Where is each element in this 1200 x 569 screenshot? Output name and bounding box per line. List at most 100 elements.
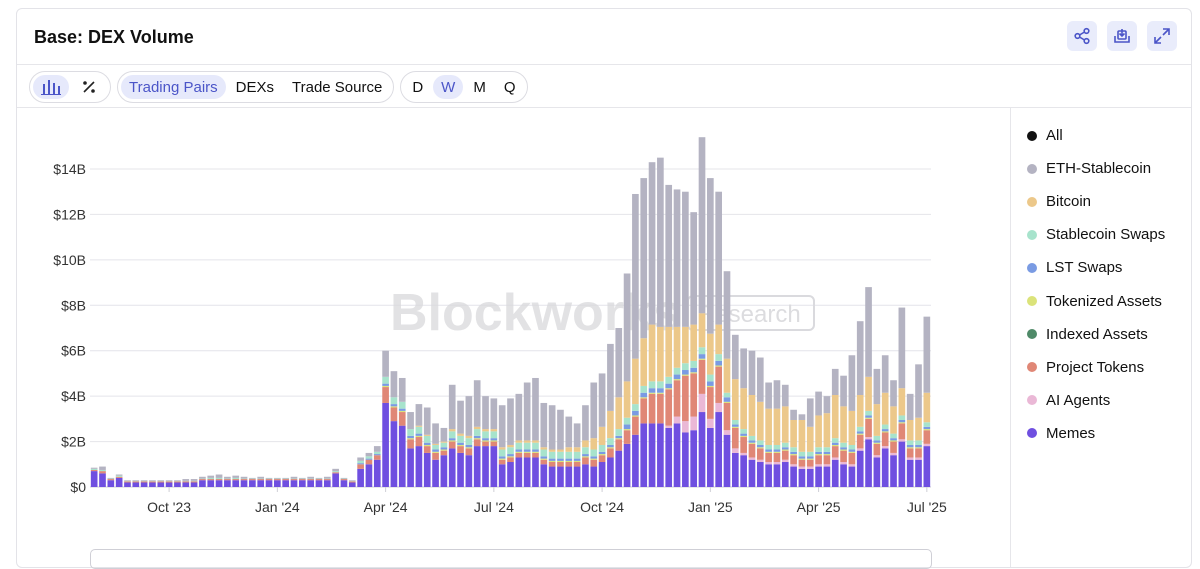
bar-segment-ai-agents[interactable] xyxy=(865,437,872,439)
bar-segment-eth-stablecoin[interactable] xyxy=(924,317,931,393)
bar-segment-ai-agents[interactable] xyxy=(690,417,697,431)
bar-segment-lst-swaps[interactable] xyxy=(707,381,714,386)
bar-segment-stablecoin-swaps[interactable] xyxy=(740,429,747,434)
bar-segment-eth-stablecoin[interactable] xyxy=(366,453,373,456)
bar-segment-ai-agents[interactable] xyxy=(882,446,889,448)
bar-segment-eth-stablecoin[interactable] xyxy=(266,478,273,479)
bar-segment-tokenized-assets[interactable] xyxy=(807,459,814,460)
bar-segment-project-tokens[interactable] xyxy=(715,367,722,403)
bar-segment-eth-stablecoin[interactable] xyxy=(599,373,606,426)
bar-segment-bitcoin[interactable] xyxy=(732,379,739,420)
bar-segment-bitcoin[interactable] xyxy=(749,395,756,436)
bar-segment-memes[interactable] xyxy=(524,457,531,487)
bar-segment-project-tokens[interactable] xyxy=(824,455,831,464)
bar-segment-eth-stablecoin[interactable] xyxy=(274,478,281,479)
bar-segment-project-tokens[interactable] xyxy=(882,432,889,446)
bar-segment-bitcoin[interactable] xyxy=(807,427,814,452)
bar-segment-bitcoin[interactable] xyxy=(799,420,806,452)
bar-segment-stablecoin-swaps[interactable] xyxy=(832,438,839,443)
bar-segment-ai-agents[interactable] xyxy=(874,455,881,457)
bar-segment-stablecoin-swaps[interactable] xyxy=(724,393,731,398)
bar-segment-eth-stablecoin[interactable] xyxy=(890,380,897,406)
bar-segment-project-tokens[interactable] xyxy=(174,481,181,482)
bar-segment-lst-swaps[interactable] xyxy=(665,384,672,389)
bar-segment-bitcoin[interactable] xyxy=(707,334,714,375)
bar-segment-eth-stablecoin[interactable] xyxy=(124,480,131,481)
bar-segment-project-tokens[interactable] xyxy=(99,471,106,473)
bar-segment-eth-stablecoin[interactable] xyxy=(707,178,714,334)
bar-segment-tokenized-assets[interactable] xyxy=(599,454,606,455)
bar-segment-ai-agents[interactable] xyxy=(740,453,747,455)
bar-segment-project-tokens[interactable] xyxy=(782,451,789,460)
bar-segment-eth-stablecoin[interactable] xyxy=(349,480,356,481)
bar-segment-memes[interactable] xyxy=(507,462,514,487)
bar-segment-memes[interactable] xyxy=(599,462,606,487)
legend-item-stablecoin-swaps[interactable]: Stablecoin Swaps xyxy=(1027,218,1165,251)
bar-segment-eth-stablecoin[interactable] xyxy=(815,392,822,416)
bar-segment-project-tokens[interactable] xyxy=(432,453,439,460)
bar-segment-memes[interactable] xyxy=(341,480,348,487)
bar-segment-eth-stablecoin[interactable] xyxy=(790,410,797,420)
bar-segment-tokenized-assets[interactable] xyxy=(657,393,664,394)
bar-segment-eth-stablecoin[interactable] xyxy=(874,369,881,404)
bar-segment-memes[interactable] xyxy=(565,467,572,487)
bar-segment-ai-agents[interactable] xyxy=(724,430,731,435)
bar-segment-eth-stablecoin[interactable] xyxy=(732,335,739,379)
bar-segment-ai-agents[interactable] xyxy=(849,464,856,466)
bar-segment-stablecoin-swaps[interactable] xyxy=(516,443,523,450)
bar-segment-memes[interactable] xyxy=(707,428,714,487)
bar-segment-stablecoin-swaps[interactable] xyxy=(99,470,106,471)
bar-segment-eth-stablecoin[interactable] xyxy=(291,477,298,479)
bar-segment-ai-agents[interactable] xyxy=(799,467,806,469)
bar-segment-memes[interactable] xyxy=(757,462,764,487)
legend-item-project-tokens[interactable]: Project Tokens xyxy=(1027,351,1165,384)
bar-segment-lst-swaps[interactable] xyxy=(824,452,831,454)
bar-segment-tokenized-assets[interactable] xyxy=(882,431,889,432)
bar-segment-bitcoin[interactable] xyxy=(674,327,681,368)
bar-segment-lst-swaps[interactable] xyxy=(416,434,423,436)
legend-item-eth-stablecoin[interactable]: ETH-Stablecoin xyxy=(1027,152,1165,185)
bar-segment-bitcoin[interactable] xyxy=(416,426,423,427)
bar-segment-tokenized-assets[interactable] xyxy=(640,397,647,398)
bar-segment-stablecoin-swaps[interactable] xyxy=(774,445,781,450)
bar-segment-lst-swaps[interactable] xyxy=(424,443,431,445)
bar-segment-bitcoin[interactable] xyxy=(457,434,464,436)
bar-segment-stablecoin-swaps[interactable] xyxy=(574,452,581,459)
bar-segment-project-tokens[interactable] xyxy=(557,462,564,467)
bar-segment-stablecoin-swaps[interactable] xyxy=(907,440,914,445)
bar-segment-ai-agents[interactable] xyxy=(907,457,914,459)
bar-segment-project-tokens[interactable] xyxy=(524,453,531,458)
bar-segment-eth-stablecoin[interactable] xyxy=(665,185,672,327)
bar-segment-stablecoin-swaps[interactable] xyxy=(557,452,564,459)
bar-segment-tokenized-assets[interactable] xyxy=(565,461,572,462)
bar-segment-eth-stablecoin[interactable] xyxy=(765,383,772,409)
bar-segment-eth-stablecoin[interactable] xyxy=(807,398,814,426)
bar-segment-stablecoin-swaps[interactable] xyxy=(782,443,789,448)
bar-segment-lst-swaps[interactable] xyxy=(499,456,506,458)
bar-segment-ai-agents[interactable] xyxy=(924,444,931,446)
bar-segment-memes[interactable] xyxy=(840,464,847,487)
bar-segment-stablecoin-swaps[interactable] xyxy=(449,431,456,438)
bar-segment-stablecoin-swaps[interactable] xyxy=(549,452,556,459)
bar-segment-memes[interactable] xyxy=(216,480,223,487)
bar-segment-tokenized-assets[interactable] xyxy=(441,450,448,451)
bar-segment-project-tokens[interactable] xyxy=(574,462,581,467)
legend-item-lst-swaps[interactable]: LST Swaps xyxy=(1027,251,1165,284)
bar-segment-bitcoin[interactable] xyxy=(565,447,572,452)
bar-segment-lst-swaps[interactable] xyxy=(790,452,797,454)
bar-segment-eth-stablecoin[interactable] xyxy=(565,417,572,448)
bar-segment-tokenized-assets[interactable] xyxy=(832,445,839,446)
bar-segment-stablecoin-swaps[interactable] xyxy=(232,478,239,479)
bar-segment-memes[interactable] xyxy=(382,403,389,487)
bar-segment-lst-swaps[interactable] xyxy=(599,452,606,454)
bar-segment-eth-stablecoin[interactable] xyxy=(507,398,514,445)
bar-segment-memes[interactable] xyxy=(807,469,814,487)
bar-segment-eth-stablecoin[interactable] xyxy=(141,480,148,481)
bar-segment-eth-stablecoin[interactable] xyxy=(624,273,631,381)
bar-segment-lst-swaps[interactable] xyxy=(474,436,481,438)
bar-segment-project-tokens[interactable] xyxy=(565,462,572,467)
bar-segment-lst-swaps[interactable] xyxy=(724,397,731,402)
bar-segment-tokenized-assets[interactable] xyxy=(865,418,872,419)
bar-segment-bitcoin[interactable] xyxy=(682,327,689,363)
bar-segment-eth-stablecoin[interactable] xyxy=(282,478,289,479)
